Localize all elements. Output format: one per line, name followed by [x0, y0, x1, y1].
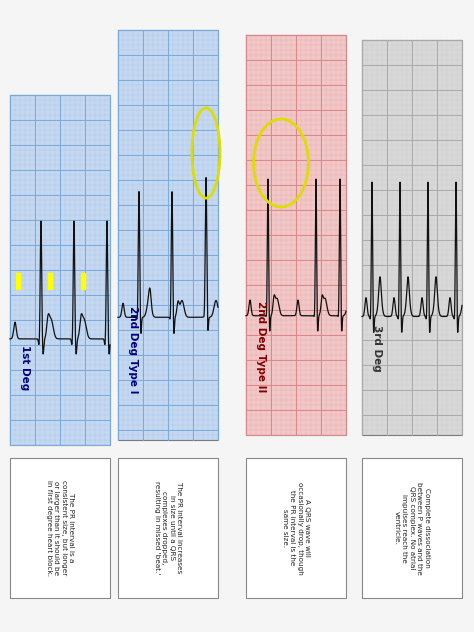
Bar [118, 458, 218, 598]
Text: 1st Deg: 1st Deg [20, 345, 30, 391]
Bar [10, 458, 110, 598]
Text: The PR interval increases
in size until a QRS
complexes dropped,
resulting in mi: The PR interval increases in size until … [154, 481, 182, 574]
Bar [362, 458, 462, 598]
Text: 2nd Deg Type II: 2nd Deg Type II [256, 301, 266, 392]
Text: The PR interval is a
consistent size, but longer
or larger than it should be
in : The PR interval is a consistent size, bu… [46, 480, 74, 576]
Text: 2nd Deg Type I: 2nd Deg Type I [128, 306, 138, 394]
Text: A QRS wave will
occasionally drop, though
the PR interval is the
same size.: A QRS wave will occasionally drop, thoug… [282, 482, 310, 574]
Bar [246, 458, 346, 598]
Text: 3rd Deg: 3rd Deg [372, 325, 382, 372]
Bar [362, 40, 462, 435]
Bar [48, 273, 52, 289]
Bar [246, 35, 346, 435]
Bar [118, 30, 218, 440]
Bar [10, 95, 110, 445]
Bar [81, 273, 85, 289]
Bar [16, 273, 20, 289]
Text: Complete dissociation
between P waves and the
QRS complex. No atrial
impulses re: Complete dissociation between P waves an… [394, 482, 430, 574]
